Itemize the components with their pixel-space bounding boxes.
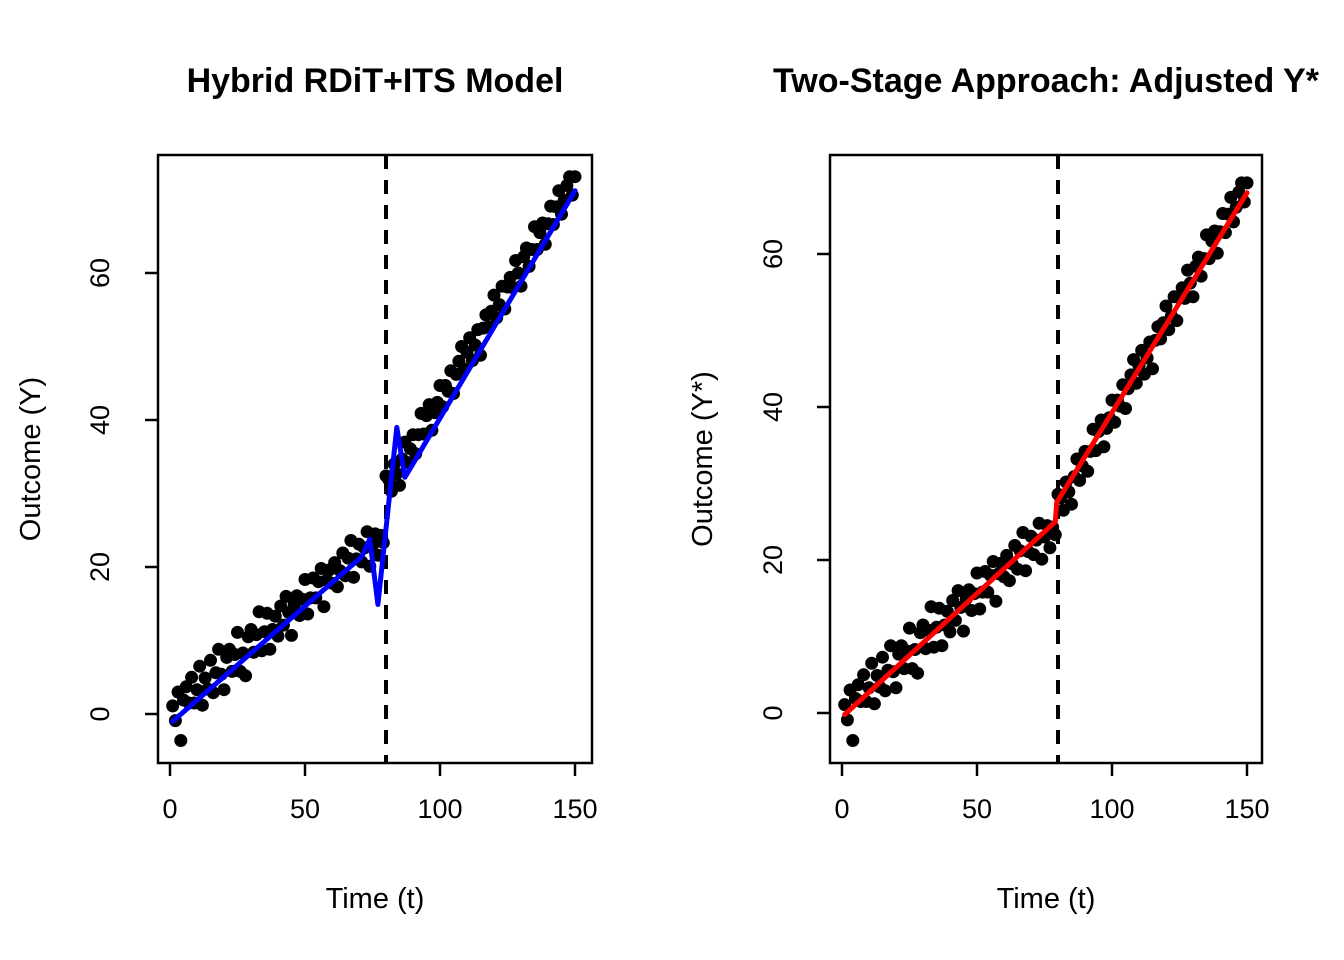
data-point [268,609,282,623]
y-tick-label: 20 [758,545,788,575]
data-point [838,698,852,712]
y-axis-label: Outcome (Y) [15,377,47,541]
data-point [279,589,293,603]
data-point [857,668,871,682]
x-tick-label: 150 [552,794,597,824]
data-point [889,681,903,695]
data-point [1170,314,1184,328]
data-point [865,656,879,670]
data-point [1048,528,1062,542]
plot-box [156,153,594,765]
y-tick-label: 20 [85,552,115,582]
data-point [568,170,582,184]
data-point [166,699,180,713]
y-axis-ticks: 0 20 40 60 [758,239,830,721]
data-point [1159,299,1173,313]
chart-title: Two-Stage Approach: Adjusted Y* [773,62,1320,100]
data-point [903,621,916,635]
data-point [1002,574,1016,588]
data-point [185,670,199,684]
data-point [911,666,925,680]
plot-box [828,153,1264,765]
data-point [239,669,253,683]
data-point [198,671,212,685]
x-tick-label: 150 [1224,794,1269,824]
data-point [393,478,406,492]
data-point [195,698,209,712]
data-point [1146,362,1159,376]
data-point [347,570,361,584]
data-point [867,697,881,711]
data-point [174,734,188,747]
data-point [989,594,1003,608]
data-point [301,607,315,621]
data-point [204,653,217,667]
data-point [935,639,949,653]
y-tick-label: 60 [85,258,115,288]
chart-title: Hybrid RDiT+ITS Model [187,62,564,100]
panel-two-stage-adjusted: Two-Stage Approach: Adjusted Y* 0 50 100 15… [687,62,1320,915]
fit-line [842,190,1250,717]
data-point [973,602,987,616]
data-point [1073,473,1087,487]
data-point [190,683,204,697]
y-tick-label: 60 [758,239,788,269]
fit-line [170,188,578,724]
data-point [193,659,207,673]
data-point [957,624,970,638]
data-point [212,642,226,656]
data-point [1081,464,1095,478]
x-axis-label: Time (t) [997,883,1096,915]
data-point [1119,402,1132,415]
data-point [1035,552,1049,566]
x-axis-ticks: 0 50 100 150 [162,763,598,824]
data-point [285,628,298,642]
x-tick-label: 100 [1089,794,1134,824]
data-point [951,584,965,598]
x-tick-label: 50 [290,794,320,824]
data-point [876,650,889,664]
data-point [1240,176,1254,190]
data-point [317,600,331,614]
data-point [851,678,865,692]
data-point [1065,497,1078,511]
data-point [1097,440,1111,454]
data-point [1186,290,1200,304]
y-tick-label: 40 [85,405,115,435]
data-point [846,734,860,747]
scatter-points [166,170,582,747]
y-axis-ticks: 0 20 40 60 [85,258,158,722]
data-point [217,683,231,697]
x-tick-label: 0 [162,794,177,824]
y-tick-label: 0 [85,706,115,721]
data-point [468,338,482,352]
data-point [231,625,244,639]
data-point [1043,541,1057,555]
x-axis-label: Time (t) [326,883,425,915]
x-tick-label: 100 [417,794,462,824]
data-point [878,684,892,698]
y-tick-label: 0 [758,705,788,720]
fit-line-path [842,190,1250,717]
data-point [263,642,277,656]
x-tick-label: 0 [834,794,849,824]
y-axis-label: Outcome (Y*) [687,371,719,547]
data-point [1019,564,1033,578]
x-axis-ticks: 0 50 100 150 [834,763,1270,824]
y-tick-label: 40 [758,392,788,422]
data-point [487,288,501,302]
panel-hybrid-rdit-its: Hybrid RDiT+ITS Model 0 50 100 150 0204060 … [15,62,598,915]
x-tick-label: 50 [962,794,992,824]
data-point [179,680,193,694]
data-point [884,639,898,653]
data-point [943,625,957,639]
fit-line-path [170,188,578,724]
data-point [1108,415,1122,429]
